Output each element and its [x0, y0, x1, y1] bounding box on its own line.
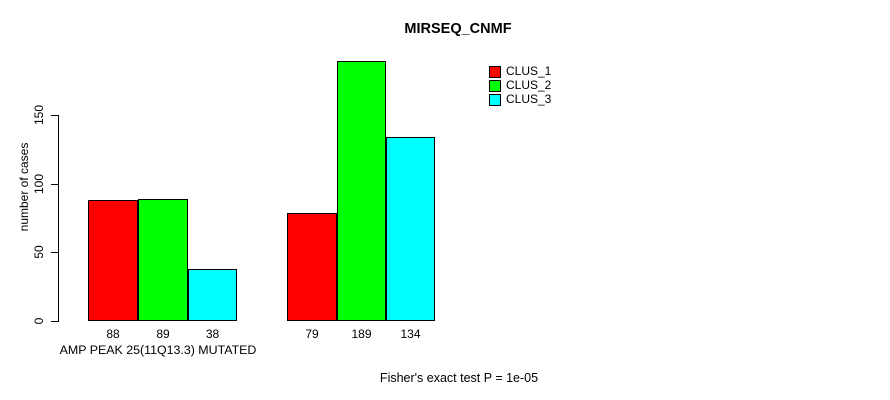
chart-title: MIRSEQ_CNMF [404, 21, 512, 37]
y-tick-100 [51, 184, 58, 185]
legend-row-clus1: CLUS_1 [489, 65, 551, 78]
bar-clus_3-group2 [386, 137, 435, 321]
bar-clus_1-group1 [88, 200, 138, 321]
y-tick-label-0: 0 [32, 317, 46, 325]
legend-label-clus3: CLUS_3 [506, 92, 552, 106]
y-axis-line [58, 115, 59, 322]
bar-value-label-clus_2-group2: 189 [351, 327, 372, 341]
bar-value-label-clus_3-group2: 134 [400, 327, 421, 341]
legend-label-clus1: CLUS_1 [506, 64, 552, 78]
y-tick-label-100: 100 [32, 173, 46, 195]
y-tick-0 [51, 321, 58, 322]
y-tick-label-50: 50 [32, 245, 46, 259]
bar-value-label-clus_1-group2: 79 [305, 327, 319, 341]
legend-row-clus2: CLUS_2 [489, 79, 551, 92]
bar-value-label-clus_2-group1: 89 [156, 327, 170, 341]
bar-value-label-clus_1-group1: 88 [106, 327, 120, 341]
bar-value-label-clus_3-group1: 38 [205, 327, 220, 341]
bar-clus_2-group2 [337, 61, 386, 321]
y-tick-50 [51, 252, 58, 253]
bar-clus_3-group1 [188, 268, 237, 321]
y-tick-150 [51, 115, 58, 116]
bar-clus_2-group1 [138, 198, 188, 321]
legend-row-clus3: CLUS_3 [489, 93, 551, 106]
legend-swatch-clus1 [489, 65, 501, 78]
legend-swatch-clus3 [489, 93, 501, 106]
y-axis-label: number of cases [17, 142, 31, 232]
legend-swatch-clus2 [489, 79, 501, 92]
x-group-label: AMP PEAK 25(11Q13.3) MUTATED [59, 343, 257, 357]
footer-annotation: Fisher's exact test P = 1e-05 [379, 371, 539, 385]
legend-label-clus2: CLUS_2 [506, 78, 552, 92]
bar-clus_1-group2 [287, 212, 337, 321]
y-tick-label-150: 150 [32, 104, 46, 126]
